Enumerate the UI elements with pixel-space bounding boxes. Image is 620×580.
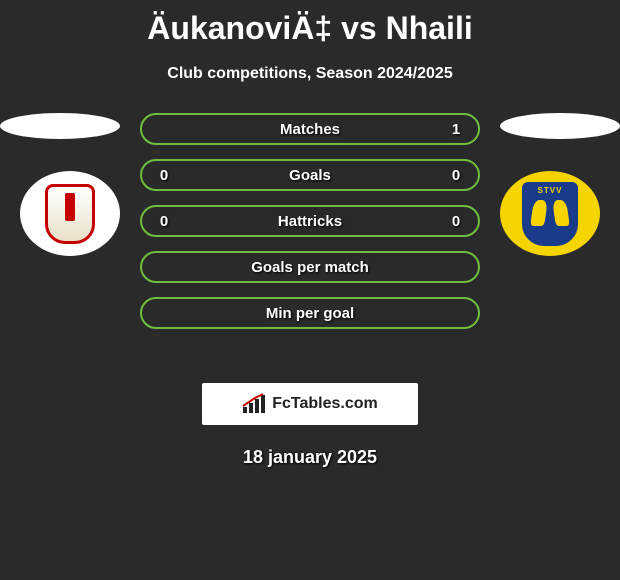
- stat-row-min-per-goal: Min per goal: [140, 297, 480, 329]
- stat-label: Goals per match: [172, 259, 448, 276]
- page-title: ÄukanoviÄ‡ vs Nhaili: [0, 0, 620, 47]
- sint-truiden-crest-icon: STVV: [522, 182, 578, 246]
- stat-row-matches: Matches 1: [140, 113, 480, 145]
- stat-right-value: 0: [448, 167, 464, 184]
- player-right-disc: [500, 113, 620, 139]
- club-badge-left: [20, 171, 120, 256]
- badge-right-text: STVV: [538, 186, 563, 195]
- stat-row-goals-per-match: Goals per match: [140, 251, 480, 283]
- stat-label: Matches: [172, 121, 448, 138]
- stat-label: Min per goal: [172, 305, 448, 322]
- stat-row-hattricks: 0 Hattricks 0: [140, 205, 480, 237]
- stat-label: Goals: [172, 167, 448, 184]
- page-subtitle: Club competitions, Season 2024/2025: [0, 65, 620, 83]
- bar-chart-icon: [242, 393, 266, 415]
- club-badge-right: STVV: [500, 171, 600, 256]
- date-label: 18 january 2025: [0, 447, 620, 468]
- player-left-disc: [0, 113, 120, 139]
- attribution-text: FcTables.com: [272, 395, 378, 413]
- stat-right-value: 0: [448, 213, 464, 230]
- comparison-panel: STVV Matches 1 0 Goals 0 0 Hattricks 0 G…: [0, 113, 620, 373]
- double-eagle-icon: [530, 196, 570, 232]
- attribution-badge[interactable]: FcTables.com: [202, 383, 418, 425]
- stat-left-value: 0: [156, 213, 172, 230]
- stat-row-goals: 0 Goals 0: [140, 159, 480, 191]
- stat-right-value: 1: [448, 121, 464, 138]
- stat-label: Hattricks: [172, 213, 448, 230]
- stat-rows: Matches 1 0 Goals 0 0 Hattricks 0 Goals …: [140, 113, 480, 343]
- standard-liege-crest-icon: [45, 184, 95, 244]
- stat-left-value: 0: [156, 167, 172, 184]
